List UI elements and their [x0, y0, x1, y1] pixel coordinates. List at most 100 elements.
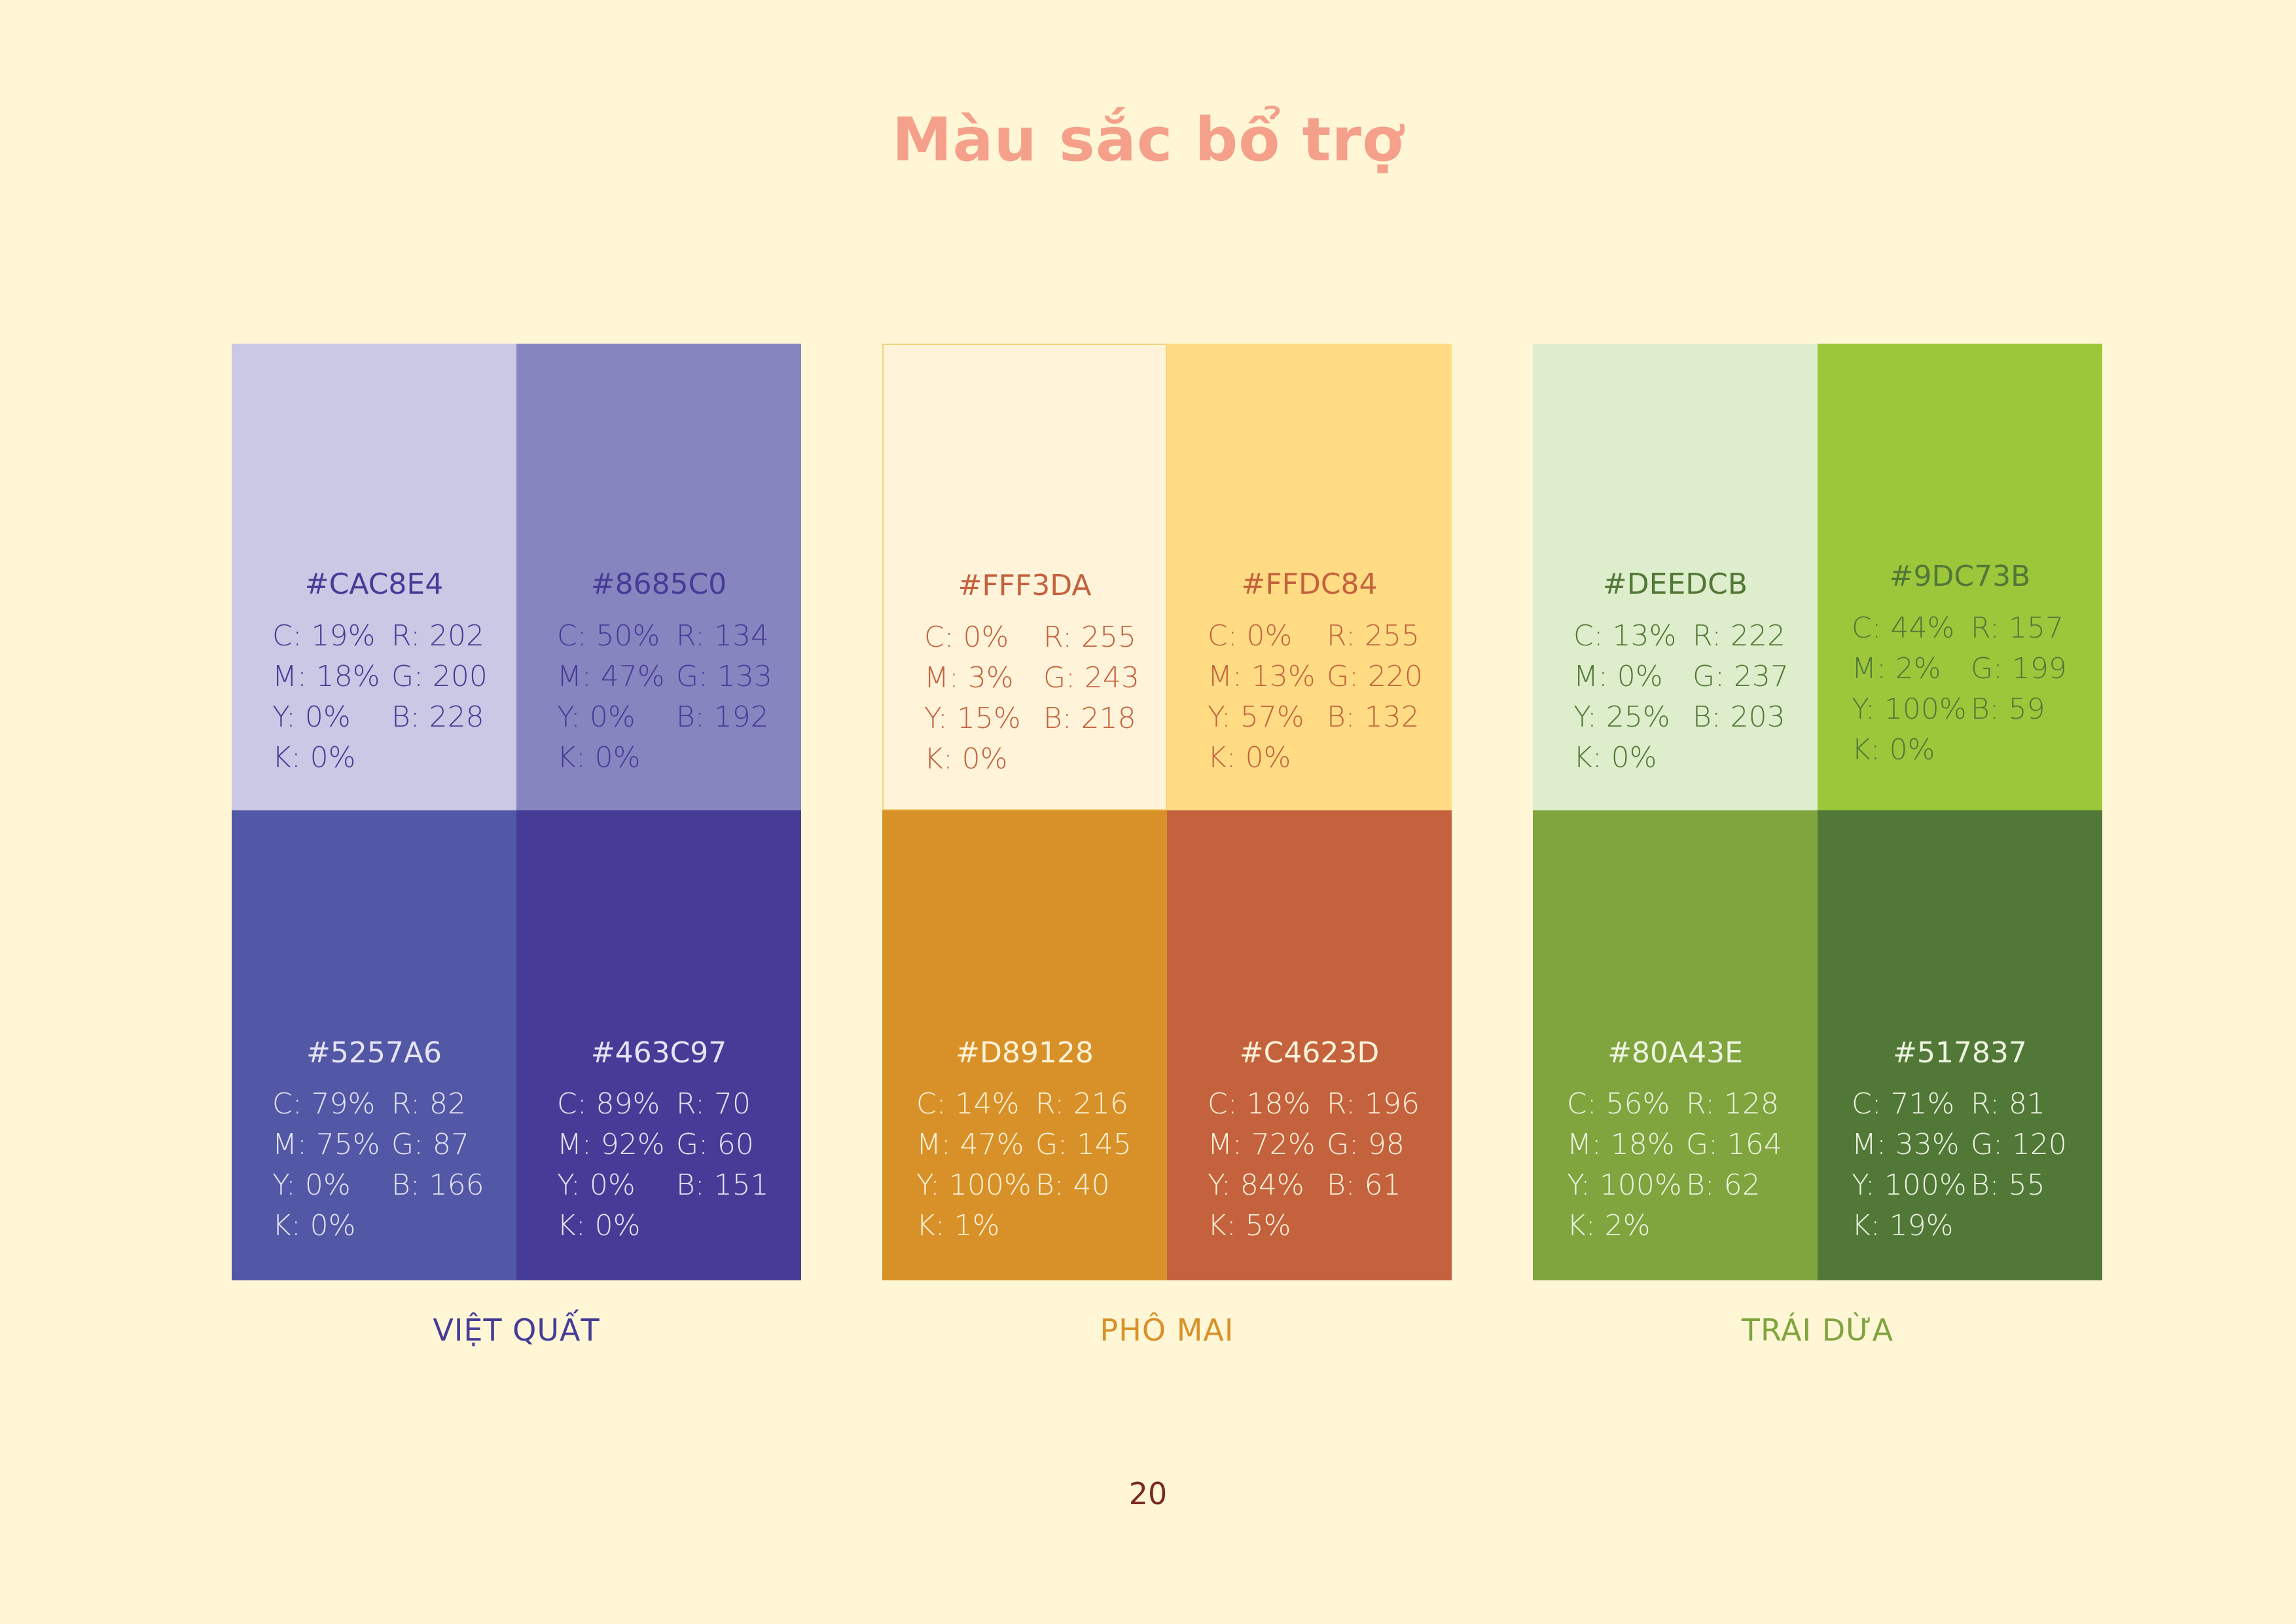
palette-group-pho-mai: #FFF3DA C: 0% R: 255 M: 3% G: 243 Y: 15%… — [882, 344, 1452, 1348]
cmyk-c: C: 44% — [1852, 611, 1955, 645]
hex-code: #80A43E — [1607, 1036, 1743, 1070]
cmyk-y: Y: 0% — [557, 700, 636, 734]
color-swatch: #CAC8E4 C: 19% R: 202 M: 18% G: 200 Y: 0… — [232, 344, 516, 810]
rgb-g: G: 199 — [1971, 652, 2067, 685]
group-label: PHÔ MAI — [1100, 1312, 1234, 1348]
cmyk-c: C: 79% — [272, 1087, 376, 1121]
hex-code: #463C97 — [590, 1036, 727, 1070]
color-values: C: 56% R: 128 M: 18% G: 164 Y: 100% B: 6… — [1567, 1087, 1789, 1243]
rgb-b: B: 55 — [1971, 1168, 2045, 1202]
rgb-g: G: 164 — [1686, 1128, 1782, 1161]
color-swatch: #D89128 C: 14% R: 216 M: 47% G: 145 Y: 1… — [882, 810, 1167, 1280]
palette-group-trai-dua: #DEEDCB C: 13% R: 222 M: 0% G: 237 Y: 25… — [1533, 344, 2102, 1348]
cmyk-k: K: 0% — [1573, 741, 1657, 774]
color-values: C: 14% R: 216 M: 47% G: 145 Y: 100% B: 4… — [916, 1087, 1139, 1243]
hex-code: #DEEDCB — [1602, 568, 1748, 601]
cmyk-k: K: 0% — [1852, 733, 1935, 767]
rgb-b: B: 62 — [1686, 1168, 1761, 1202]
cmyk-y: Y: 15% — [924, 702, 1021, 735]
rgb-g: G: 98 — [1327, 1128, 1405, 1161]
cmyk-c: C: 14% — [916, 1087, 1020, 1121]
color-values: C: 89% R: 70 M: 92% G: 60 Y: 0% B: 151 K… — [557, 1087, 780, 1243]
swatch-grid: #FFF3DA C: 0% R: 255 M: 3% G: 243 Y: 15%… — [882, 344, 1452, 1280]
rgb-g: G: 60 — [676, 1128, 754, 1161]
rgb-g: G: 133 — [676, 660, 772, 693]
cmyk-c: C: 89% — [557, 1087, 660, 1121]
cmyk-y: Y: 0% — [557, 1168, 636, 1202]
page-number: 20 — [1128, 1476, 1168, 1511]
swatch-grid: #CAC8E4 C: 19% R: 202 M: 18% G: 200 Y: 0… — [232, 344, 801, 1280]
cmyk-y: Y: 57% — [1208, 700, 1304, 734]
color-values: C: 50% R: 134 M: 47% G: 133 Y: 0% B: 192… — [557, 619, 780, 775]
rgb-r: R: 81 — [1971, 1087, 2046, 1121]
cmyk-m: M: 33% — [1852, 1128, 1960, 1161]
rgb-b: B: 151 — [676, 1168, 769, 1202]
group-label: VIỆT QUẤT — [433, 1312, 600, 1348]
hex-code: #CAC8E4 — [304, 568, 444, 601]
cmyk-k: K: 0% — [1208, 741, 1291, 774]
rgb-r: R: 128 — [1686, 1087, 1780, 1121]
rgb-b: B: 192 — [676, 700, 769, 734]
rgb-g: G: 87 — [391, 1128, 469, 1161]
hex-code: #9DC73B — [1889, 560, 2031, 593]
cmyk-c: C: 18% — [1208, 1087, 1311, 1121]
cmyk-m: M: 0% — [1573, 660, 1663, 693]
color-swatch: #517837 C: 71% R: 81 M: 33% G: 120 Y: 10… — [1818, 810, 2102, 1280]
cmyk-y: Y: 100% — [1852, 1168, 1967, 1202]
hex-code: #C4623D — [1239, 1036, 1380, 1070]
color-values: C: 0% R: 255 M: 13% G: 220 Y: 57% B: 132… — [1208, 619, 1430, 775]
color-swatch: #5257A6 C: 79% R: 82 M: 75% G: 87 Y: 0% … — [232, 810, 516, 1280]
cmyk-y: Y: 25% — [1573, 700, 1670, 734]
cmyk-c: C: 0% — [1208, 619, 1293, 653]
rgb-g: G: 145 — [1035, 1128, 1132, 1161]
cmyk-m: M: 18% — [272, 660, 380, 693]
rgb-r: R: 255 — [1043, 621, 1137, 654]
rgb-r: R: 216 — [1035, 1087, 1129, 1121]
color-values: C: 13% R: 222 M: 0% G: 237 Y: 25% B: 203… — [1573, 619, 1796, 775]
color-swatch: #9DC73B C: 44% R: 157 M: 2% G: 199 Y: 10… — [1818, 344, 2102, 810]
rgb-r: R: 70 — [676, 1087, 751, 1121]
color-values: C: 44% R: 157 M: 2% G: 199 Y: 100% B: 59… — [1852, 611, 2074, 767]
color-values: C: 19% R: 202 M: 18% G: 200 Y: 0% B: 228… — [272, 619, 495, 775]
cmyk-c: C: 71% — [1852, 1087, 1955, 1121]
rgb-r: R: 196 — [1327, 1087, 1420, 1121]
rgb-b: B: 61 — [1327, 1168, 1401, 1202]
cmyk-k: K: 0% — [924, 742, 1008, 776]
color-swatch: #FFF3DA C: 0% R: 255 M: 3% G: 243 Y: 15%… — [882, 344, 1167, 810]
cmyk-c: C: 56% — [1567, 1087, 1670, 1121]
rgb-r: R: 202 — [391, 619, 485, 653]
rgb-b: B: 203 — [1693, 700, 1785, 734]
cmyk-k: K: 0% — [272, 741, 356, 774]
rgb-b: B: 59 — [1971, 693, 2045, 726]
color-swatch: #C4623D C: 18% R: 196 M: 72% G: 98 Y: 84… — [1167, 810, 1452, 1280]
color-swatch: #8685C0 C: 50% R: 134 M: 47% G: 133 Y: 0… — [516, 344, 801, 810]
cmyk-c: C: 19% — [272, 619, 376, 653]
cmyk-y: Y: 100% — [1567, 1168, 1682, 1202]
palette-group-viet-quat: #CAC8E4 C: 19% R: 202 M: 18% G: 200 Y: 0… — [232, 344, 801, 1348]
cmyk-m: M: 72% — [1208, 1128, 1316, 1161]
cmyk-y: Y: 100% — [1852, 693, 1967, 726]
color-swatch: #FFDC84 C: 0% R: 255 M: 13% G: 220 Y: 57… — [1167, 344, 1452, 810]
hex-code: #517837 — [1893, 1036, 2027, 1070]
rgb-r: R: 255 — [1327, 619, 1420, 653]
rgb-r: R: 134 — [676, 619, 770, 653]
cmyk-k: K: 0% — [557, 1209, 641, 1242]
cmyk-m: M: 75% — [272, 1128, 380, 1161]
rgb-b: B: 40 — [1035, 1168, 1110, 1202]
cmyk-y: Y: 0% — [272, 1168, 351, 1202]
hex-code: #FFDC84 — [1241, 568, 1378, 601]
color-values: C: 18% R: 196 M: 72% G: 98 Y: 84% B: 61 … — [1208, 1087, 1430, 1243]
cmyk-c: C: 50% — [557, 619, 660, 653]
cmyk-k: K: 0% — [272, 1209, 356, 1242]
color-swatch: #80A43E C: 56% R: 128 M: 18% G: 164 Y: 1… — [1533, 810, 1818, 1280]
cmyk-m: M: 47% — [916, 1128, 1024, 1161]
cmyk-k: K: 19% — [1852, 1209, 1954, 1242]
rgb-r: R: 222 — [1693, 619, 1786, 653]
rgb-r: R: 82 — [391, 1087, 467, 1121]
cmyk-m: M: 2% — [1852, 652, 1941, 685]
rgb-g: G: 120 — [1971, 1128, 2067, 1161]
cmyk-y: Y: 0% — [272, 700, 351, 734]
color-swatch: #463C97 C: 89% R: 70 M: 92% G: 60 Y: 0% … — [516, 810, 801, 1280]
rgb-g: G: 200 — [391, 660, 488, 693]
page-title: Màu sắc bổ trợ — [891, 105, 1405, 175]
